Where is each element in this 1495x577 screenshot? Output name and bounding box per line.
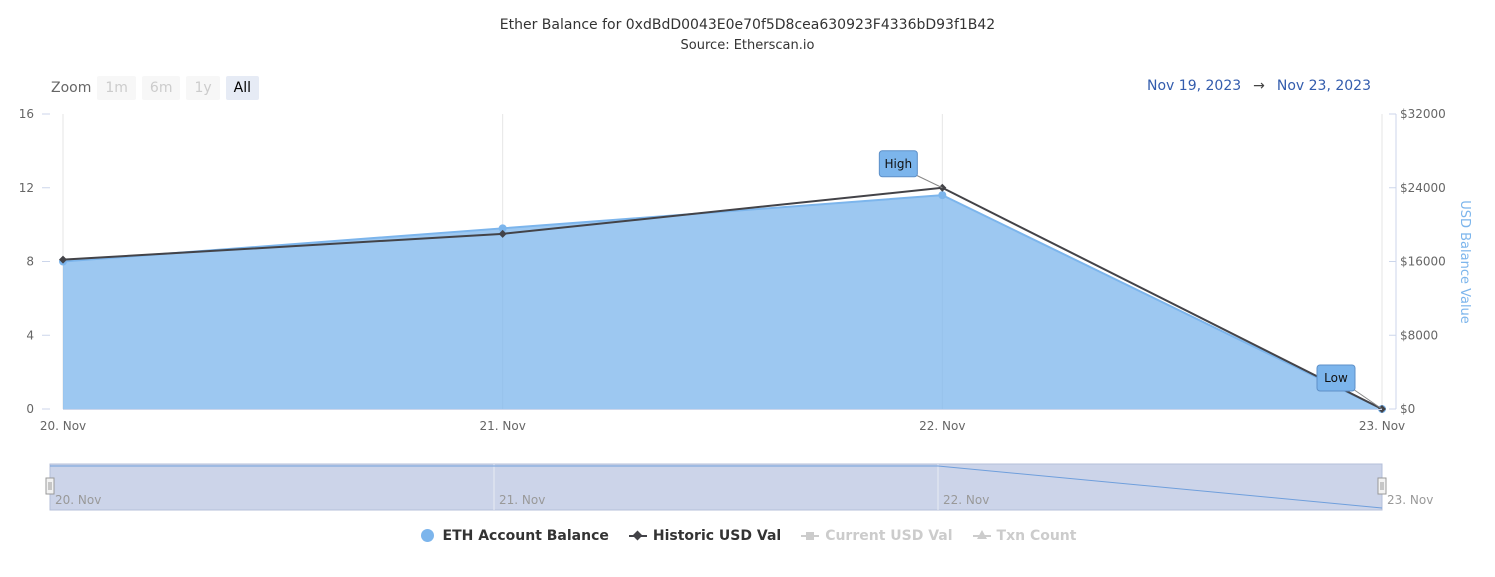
navigator[interactable]: 20. Nov 21. Nov 22. Nov 23. Nov [45, 463, 1433, 511]
line-point [498, 229, 507, 238]
left-tick-label: 12 [19, 181, 34, 195]
left-tick-label: 4 [26, 328, 34, 342]
right-tick-label: $0 [1400, 402, 1415, 416]
left-tick-label: 8 [26, 255, 34, 269]
legend-item-txn-count[interactable]: Txn Count [972, 528, 1077, 544]
right-tick-label: $8000 [1400, 328, 1438, 342]
chart-subtitle: Source: Etherscan.io [680, 38, 815, 53]
right-tick-label: $32000 [1400, 107, 1446, 121]
annotations: High Low [878, 150, 1383, 410]
circle-icon [419, 529, 437, 543]
diamond-line-icon [628, 529, 647, 543]
range-from-input[interactable]: Nov 19, 2023 [1147, 78, 1242, 94]
zoom-all-button[interactable]: All [225, 76, 260, 100]
zoom-1y-button[interactable]: 1y [186, 76, 220, 100]
navigator-label: 23. Nov [1387, 493, 1433, 507]
right-tick-label: $16000 [1400, 255, 1446, 269]
left-tick-label: 16 [19, 107, 34, 121]
navigator-mask [49, 463, 1383, 511]
triangle-line-icon [972, 529, 991, 543]
area-point [498, 224, 507, 233]
range-arrow: → [1253, 78, 1265, 94]
area-fill [63, 195, 1382, 409]
legend-label: Txn Count [996, 528, 1077, 544]
line-point [59, 255, 67, 264]
x-tick-label: 23. Nov [1359, 419, 1405, 433]
x-tick-label: 21. Nov [480, 419, 526, 433]
navigator-label: 22. Nov [943, 493, 989, 507]
x-axis: 20. Nov 21. Nov 22. Nov 23. Nov [40, 409, 1405, 433]
chart-title: Ether Balance for 0xdBdD0043E0e70f5D8cea… [499, 17, 996, 33]
zoom-6m-button[interactable]: 6m [141, 76, 181, 100]
left-tick-label: 0 [26, 402, 34, 416]
navigator-label: 21. Nov [499, 493, 545, 507]
annotation-box [1316, 364, 1356, 392]
x-tick-label: 20. Nov [40, 419, 86, 433]
right-axis-title: USD Balance Value [1457, 200, 1472, 324]
square-line-icon [801, 529, 820, 543]
series-eth-balance [59, 191, 1386, 413]
range-to-input[interactable]: Nov 23, 2023 [1276, 78, 1371, 94]
legend-item-eth-balance[interactable]: ETH Account Balance [419, 528, 609, 544]
legend-label: ETH Account Balance [442, 528, 609, 544]
legend-item-current-usd[interactable]: Current USD Val [801, 528, 953, 544]
series-historic-usd [59, 183, 1386, 413]
left-axis: 0 4 8 12 16 [19, 107, 50, 416]
navigator-series [50, 465, 1383, 509]
annotation-connector [915, 174, 943, 189]
area-point [938, 191, 947, 200]
legend-label: Current USD Val [825, 528, 953, 544]
navigator-handle [45, 477, 55, 495]
date-range: Nov 19, 2023 → Nov 23, 2023 [1141, 78, 1377, 94]
navigator-label: 20. Nov [55, 493, 101, 507]
annotation-label: High [885, 157, 913, 171]
right-tick-label: $24000 [1400, 181, 1446, 195]
annotation-label: Low [1324, 371, 1348, 385]
annotation-box [878, 150, 918, 178]
zoom-1m-button[interactable]: 1m [97, 76, 136, 100]
navigator-handle [1377, 477, 1387, 495]
legend-item-historic-usd[interactable]: Historic USD Val [628, 528, 782, 544]
legend: ETH Account Balance Historic USD Val Cur… [0, 528, 1495, 544]
zoom-label: Zoom [51, 80, 92, 96]
line-path [62, 186, 1383, 410]
x-tick-label: 22. Nov [919, 419, 965, 433]
zoom-controls: Zoom 1m 6m 1y All [51, 76, 265, 100]
annotation-connector [1352, 388, 1383, 410]
right-axis: $0 $8000 $16000 $24000 $32000 [1389, 107, 1446, 416]
legend-label: Historic USD Val [652, 528, 782, 544]
